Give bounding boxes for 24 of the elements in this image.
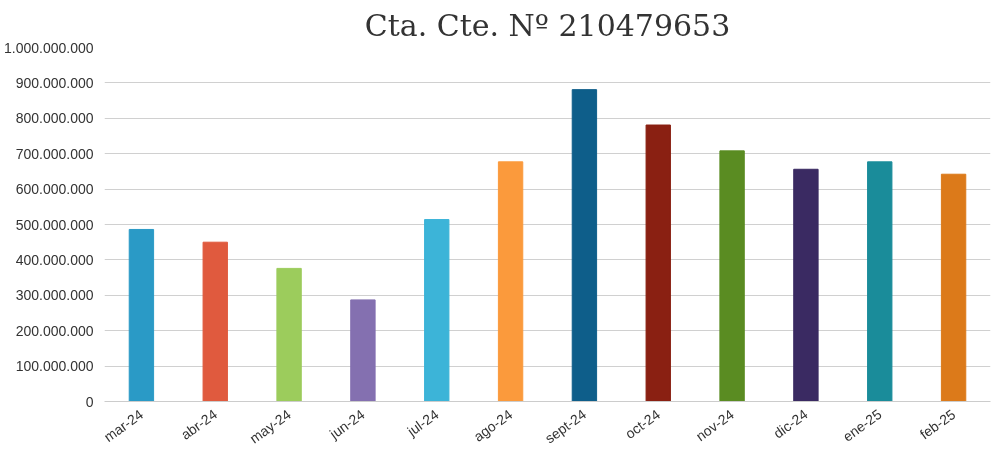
bar: [202, 241, 228, 402]
y-tick-label: 800.000.000: [15, 110, 94, 127]
y-tick-label: 400.000.000: [15, 251, 94, 268]
y-tick-label: 500.000.000: [15, 216, 94, 233]
y-tick-label: 0: [85, 393, 94, 410]
y-tick-label: 600.000.000: [15, 181, 94, 198]
bar: [645, 124, 671, 402]
bar: [350, 299, 376, 402]
y-tick-label: 900.000.000: [15, 74, 94, 91]
bar: [940, 173, 967, 402]
y-tick-label: 200.000.000: [15, 322, 94, 339]
chart-title: Cta. Cte. Nº 210479653: [364, 7, 731, 43]
bar: [719, 150, 745, 402]
bar: [276, 267, 302, 402]
bar: [867, 161, 893, 402]
bar: [571, 89, 598, 402]
y-tick-label: 100.000.000: [15, 358, 94, 375]
bar: [128, 228, 155, 402]
y-tick-label: 1.000.000.000: [3, 39, 94, 56]
bar: [424, 219, 450, 402]
y-tick-label: 700.000.000: [15, 145, 94, 162]
y-tick-label: 300.000.000: [15, 287, 94, 304]
bar: [497, 161, 524, 402]
bar: [793, 168, 819, 402]
